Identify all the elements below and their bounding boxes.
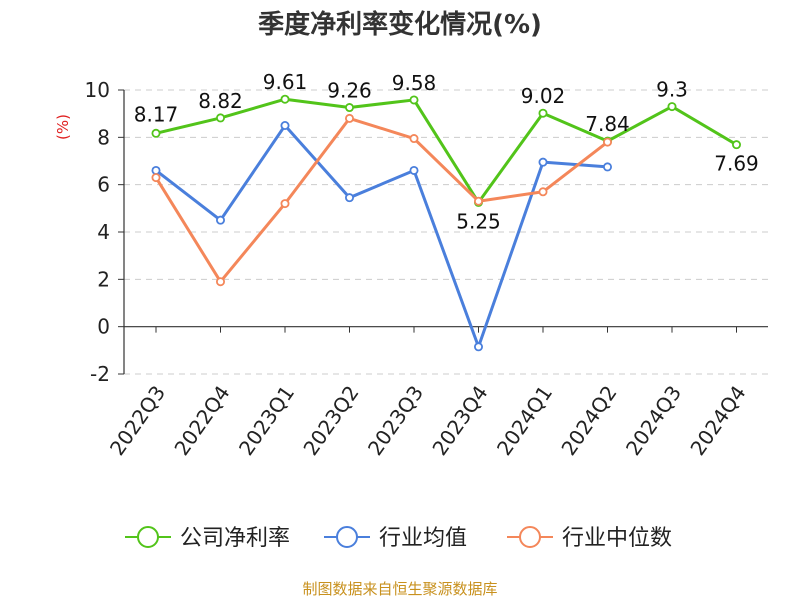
series-line-1 — [155, 124, 608, 349]
data-label: 9.26 — [327, 79, 372, 103]
series-point-2 — [280, 199, 290, 209]
series-point-2 — [215, 277, 225, 287]
y-axis-unit: (%) — [54, 114, 72, 140]
legend-item-0: 公司净利率 — [125, 526, 290, 551]
y-tick-label: 8 — [97, 125, 110, 149]
data-labels: 8.17 8.82 9.61 9.26 9.58 5.25 9.02 7.84 9.3 7.69 — [134, 70, 759, 233]
series-point-1 — [344, 193, 354, 203]
data-label: 7.84 — [585, 112, 630, 136]
legend-label-1: 行业均值 — [379, 526, 467, 551]
x-tick-label: 2023Q2 — [298, 381, 363, 460]
data-label: 8.82 — [198, 89, 243, 113]
x-tick-label: 2024Q2 — [556, 381, 621, 460]
series-point-2 — [473, 196, 483, 206]
y-tick-label: 2 — [97, 267, 110, 291]
data-label: 5.25 — [456, 209, 501, 233]
data-label: 8.17 — [134, 102, 179, 126]
series-point-2 — [409, 134, 419, 144]
series-point-1 — [409, 165, 419, 175]
data-label: 9.58 — [392, 71, 437, 95]
x-tick-label: 2024Q4 — [685, 381, 750, 460]
series-point-1 — [603, 162, 613, 172]
x-tick-label: 2023Q1 — [234, 381, 299, 460]
chart-title: 季度净利率变化情况(%) — [258, 9, 542, 40]
series-point-1 — [280, 121, 290, 131]
legend-marker-1 — [336, 526, 358, 548]
legend-marker-2 — [519, 526, 541, 548]
series-point-1 — [538, 157, 548, 167]
series-point-0 — [151, 128, 161, 138]
x-tick-label: 2024Q3 — [621, 381, 686, 460]
series-point-2 — [603, 137, 613, 147]
series-point-2 — [151, 173, 161, 183]
data-label: 9.61 — [263, 70, 308, 94]
series-point-0 — [215, 113, 225, 123]
legend-marker-0 — [137, 526, 159, 548]
series-lines — [151, 94, 742, 352]
series-line-2 — [154, 116, 609, 284]
series-point-1 — [473, 342, 483, 352]
legend-item-2: 行业中位数 — [507, 526, 672, 551]
data-label: 7.69 — [714, 152, 759, 176]
series-point-0 — [409, 95, 419, 105]
source-note: 制图数据来自恒生聚源数据库 — [302, 580, 497, 598]
grid-lines — [124, 89, 768, 375]
legend-label-2: 行业中位数 — [562, 526, 672, 551]
y-tick-label: 4 — [97, 220, 110, 244]
data-label: 9.3 — [656, 78, 688, 102]
series-point-0 — [667, 102, 677, 112]
data-label: 9.02 — [521, 84, 566, 108]
series-line-0 — [155, 97, 738, 204]
series-point-0 — [344, 103, 354, 113]
series-point-0 — [538, 108, 548, 118]
y-tick-label: 0 — [97, 315, 110, 339]
y-tick-label: 10 — [85, 78, 110, 102]
series-point-0 — [732, 140, 742, 150]
series-point-2 — [344, 113, 354, 123]
legend: 公司净利率 行业均值 行业中位数 — [125, 526, 672, 551]
series-point-1 — [215, 215, 225, 225]
legend-label-0: 公司净利率 — [180, 526, 290, 551]
legend-item-1: 行业均值 — [324, 526, 467, 551]
y-tick-label: -2 — [90, 362, 110, 386]
x-tick-label: 2022Q4 — [169, 381, 234, 460]
series-point-0 — [280, 94, 290, 104]
x-tick-label: 2023Q3 — [363, 381, 428, 460]
x-tick-label: 2023Q4 — [427, 381, 492, 460]
series-point-1 — [151, 165, 161, 175]
y-tick-label: 6 — [97, 173, 110, 197]
series-point-2 — [538, 187, 548, 197]
x-tick-label: 2022Q3 — [105, 381, 170, 460]
x-tick-label: 2024Q1 — [492, 381, 557, 460]
